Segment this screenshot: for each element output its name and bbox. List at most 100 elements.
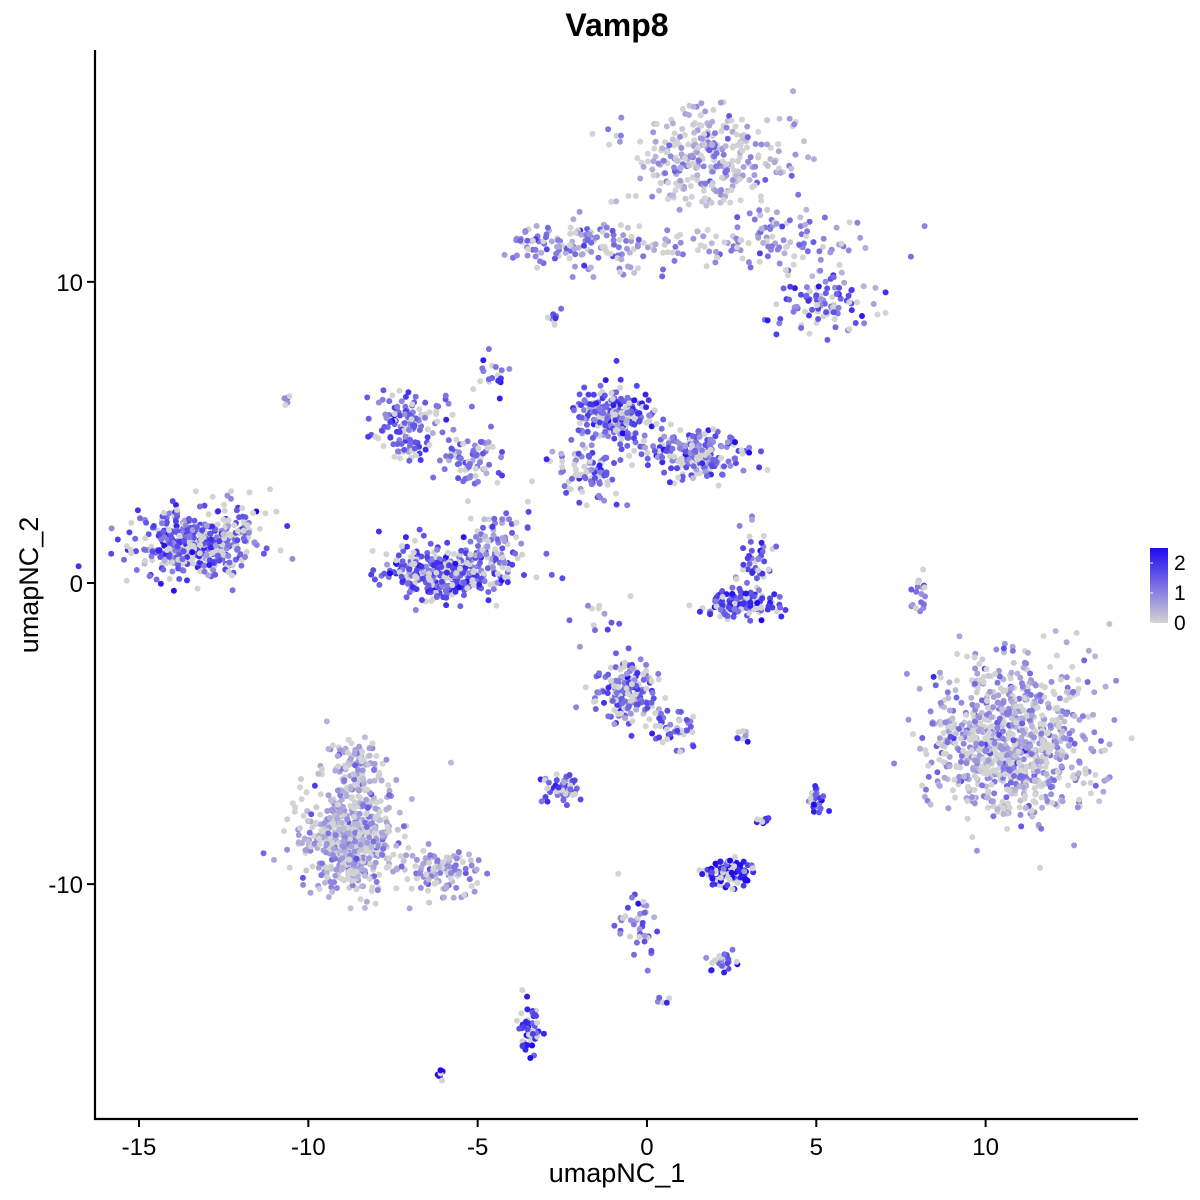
cell-point: [694, 176, 701, 183]
cell-point: [1054, 704, 1061, 711]
cell-point: [768, 243, 775, 250]
cell-point: [1049, 717, 1056, 724]
cell-point: [788, 172, 795, 179]
cell-point: [393, 557, 400, 564]
cell-point: [364, 761, 371, 768]
cell-point: [312, 819, 319, 826]
cell-point: [525, 246, 532, 253]
cell-point: [727, 857, 733, 864]
cell-point: [485, 589, 492, 595]
cell-point: [435, 864, 442, 871]
cell-point: [817, 256, 824, 263]
cell-point: [1010, 737, 1017, 744]
cell-point: [1050, 768, 1057, 775]
cell-point: [706, 248, 713, 255]
cell-point: [161, 542, 168, 549]
cell-point: [158, 536, 165, 543]
cell-point: [396, 809, 403, 816]
cell-point: [484, 565, 491, 572]
cell-point: [777, 169, 784, 176]
cell-point: [475, 857, 482, 864]
cell-point: [420, 569, 427, 576]
cell-point: [143, 519, 150, 526]
cell-point: [781, 250, 788, 257]
cell-point: [429, 430, 436, 437]
cell-point: [571, 245, 578, 252]
cell-point: [723, 124, 730, 131]
cell-point: [289, 555, 296, 562]
cell-point: [369, 884, 376, 891]
cell-point: [994, 751, 1000, 758]
cell-point: [605, 126, 612, 133]
cell-point: [581, 242, 587, 249]
cell-point: [624, 442, 631, 449]
cell-point: [570, 216, 577, 223]
cell-point: [767, 595, 773, 602]
cell-point: [717, 858, 724, 865]
cell-point: [644, 704, 651, 711]
cell-point: [1013, 703, 1020, 710]
cell-point: [424, 426, 431, 433]
cell-point: [166, 545, 173, 552]
cell-point: [420, 532, 427, 539]
cell-point: [675, 182, 682, 189]
cell-point: [446, 863, 453, 870]
cell-point: [387, 419, 394, 425]
cell-point: [804, 248, 811, 255]
cell-point: [318, 766, 325, 773]
cell-point: [968, 747, 975, 754]
cell-point: [114, 536, 121, 543]
cell-point: [243, 549, 250, 555]
cell-point: [318, 872, 325, 879]
cell-point: [566, 255, 573, 262]
cell-point: [512, 550, 519, 557]
cell-point: [325, 894, 332, 900]
cell-point: [373, 799, 380, 806]
cell-point: [633, 382, 640, 389]
cell-point: [613, 501, 620, 508]
cell-point: [799, 254, 806, 261]
cell-point: [402, 393, 409, 400]
cell-point: [508, 521, 515, 527]
cell-point: [462, 865, 469, 872]
cell-point: [206, 562, 213, 568]
cell-point: [672, 187, 679, 194]
cell-point: [969, 834, 976, 841]
cell-point: [581, 474, 588, 480]
cell-point: [325, 830, 332, 837]
cell-point: [519, 551, 526, 558]
cell-point: [345, 736, 352, 743]
cell-point: [460, 579, 467, 586]
cell-point: [132, 535, 139, 542]
cell-point: [827, 249, 834, 256]
cell-point: [323, 864, 330, 871]
cell-point: [498, 367, 505, 374]
cell-point: [667, 731, 674, 737]
cell-point: [973, 689, 980, 696]
cell-point: [411, 422, 418, 429]
cell-point: [300, 881, 307, 888]
cell-point: [344, 816, 351, 823]
cell-point: [857, 234, 864, 241]
cell-point: [701, 141, 708, 148]
cell-point: [1049, 742, 1056, 749]
cell-point: [443, 594, 450, 601]
cell-point: [666, 479, 673, 486]
cell-point: [447, 875, 454, 882]
cell-point: [524, 498, 531, 505]
cell-point: [640, 163, 647, 170]
cell-point: [1021, 694, 1028, 701]
cell-point: [568, 475, 575, 482]
cell-point: [437, 870, 444, 876]
cell-point: [669, 445, 676, 452]
cell-point: [357, 754, 364, 761]
cell-point: [664, 736, 671, 743]
cell-point: [915, 579, 921, 586]
cell-point: [937, 674, 944, 681]
cell-point: [319, 860, 325, 867]
cell-point: [544, 224, 551, 231]
cell-point: [289, 800, 296, 807]
cell-point: [213, 547, 220, 554]
cell-point: [1045, 729, 1052, 736]
cell-point: [630, 921, 637, 928]
